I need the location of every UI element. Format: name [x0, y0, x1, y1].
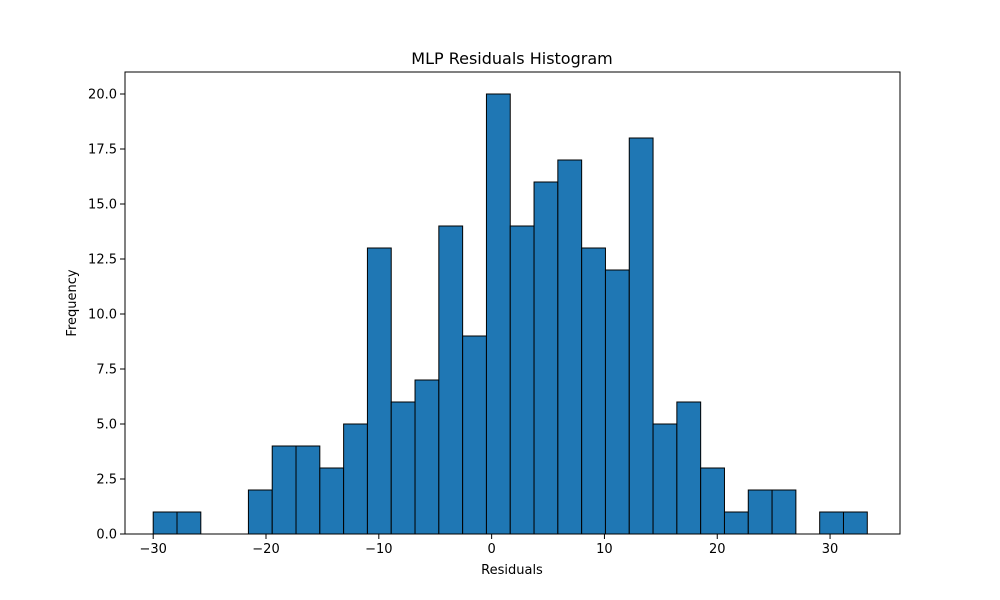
histogram-bar	[343, 423, 368, 535]
x-tick-label: −30	[139, 542, 166, 557]
y-tick-label: 17.5	[88, 143, 117, 158]
histogram-bar	[533, 181, 559, 535]
histogram-bar	[771, 489, 797, 535]
y-tick-label: 5.0	[96, 418, 117, 433]
y-axis-label: Frequency	[65, 269, 80, 336]
histogram-bar	[438, 225, 464, 535]
histogram-bar	[842, 511, 868, 535]
histogram-bar	[462, 335, 487, 535]
y-tick-label: 15.0	[88, 198, 117, 213]
y-tick-label: 0.0	[96, 528, 117, 543]
chart-title: MLP Residuals Histogram	[411, 49, 612, 68]
x-tick-label: −10	[365, 542, 392, 557]
x-tick-label: 30	[822, 542, 839, 557]
histogram-bar	[176, 511, 202, 535]
y-axis-ticks: 0.0 2.5 5.0 7.5 10.0 12.5 15.0 17.5 20.0	[88, 88, 125, 543]
histogram-bar	[581, 247, 606, 535]
histogram-bar	[319, 467, 345, 535]
x-axis-ticks: −30 −20 −10 0 10 20 30	[139, 534, 838, 557]
histogram-bar	[604, 269, 630, 535]
x-axis-label: Residuals	[481, 563, 543, 578]
histogram-bar	[152, 511, 178, 535]
histogram-bar	[652, 423, 678, 535]
histogram-bar	[271, 445, 297, 535]
x-tick-label: 20	[709, 542, 726, 557]
histogram-bar	[414, 379, 440, 535]
histogram-bar	[509, 225, 535, 535]
y-tick-label: 2.5	[96, 473, 117, 488]
histogram-bar	[676, 401, 702, 535]
histogram-bar	[366, 247, 392, 535]
histogram-bar	[295, 445, 321, 535]
histogram-bar	[628, 137, 654, 535]
histogram-bar	[747, 489, 773, 535]
histogram-bar	[557, 159, 583, 535]
y-tick-label: 20.0	[88, 88, 117, 103]
bars-group	[152, 93, 868, 535]
x-tick-label: −20	[252, 542, 279, 557]
x-tick-label: 0	[487, 542, 495, 557]
histogram-bar	[247, 489, 273, 535]
x-tick-label: 10	[596, 542, 613, 557]
histogram-bar	[485, 93, 511, 535]
plot-frame	[124, 71, 901, 535]
y-tick-label: 10.0	[88, 308, 117, 323]
histogram-bar	[700, 467, 725, 535]
y-tick-label: 12.5	[88, 253, 117, 268]
histogram-bar	[723, 511, 749, 535]
y-tick-label: 7.5	[96, 363, 117, 378]
histogram-bar	[819, 511, 844, 535]
histogram-bar	[390, 401, 416, 535]
